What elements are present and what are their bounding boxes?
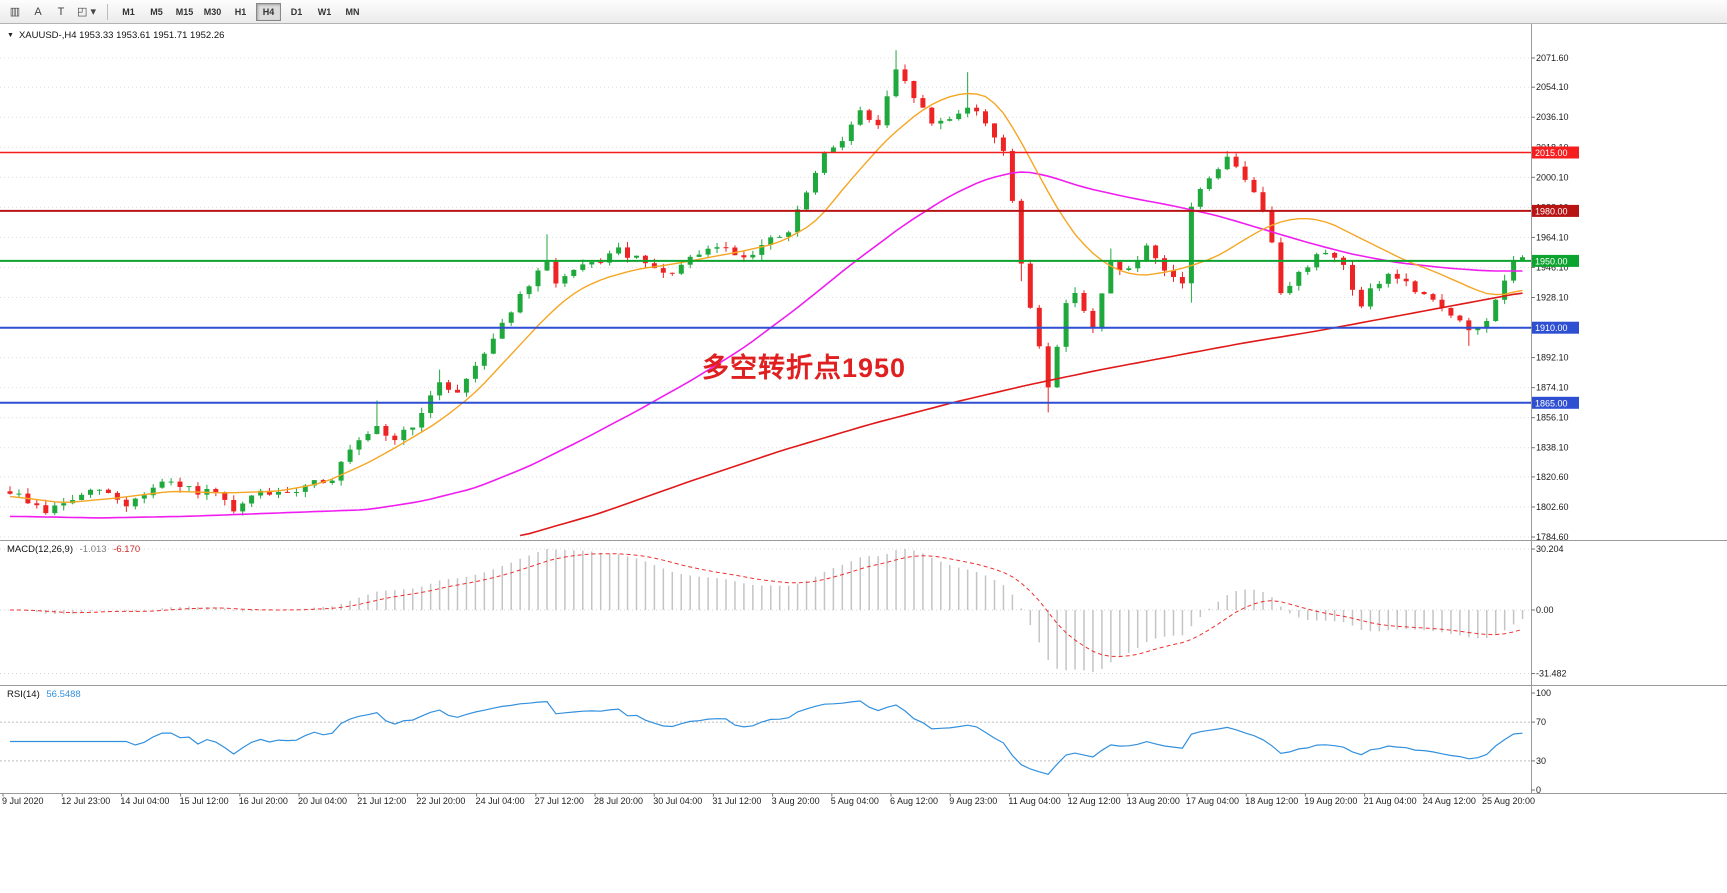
- price-axis-label: 2054.10: [1536, 82, 1569, 92]
- price-axis-label: 1874.10: [1536, 383, 1569, 393]
- chart-window-icon[interactable]: ▥: [9, 6, 21, 18]
- timeframe-m15-button[interactable]: M15: [175, 6, 194, 17]
- toolbar: ▥ A T ◰ ▾ M1 M5 M15 M30 H1 H4 D1 W1 MN: [0, 0, 1727, 24]
- time-axis-label: 5 Aug 04:00: [831, 796, 879, 806]
- price-axis-label: 1892.10: [1536, 353, 1569, 363]
- price-tag-1950.00: [1532, 254, 1579, 267]
- price-axis-label: 1946.10: [1536, 262, 1569, 272]
- toolbar-tools: ▥ A T ◰ ▾: [4, 2, 100, 21]
- price-axis-label: 1856.10: [1536, 413, 1569, 423]
- rsi-line: [10, 700, 1523, 775]
- time-axis-label: 25 Aug 20:00: [1482, 796, 1535, 806]
- time-axis-label: 27 Jul 12:00: [535, 796, 584, 806]
- timeframe-m5-button[interactable]: M5: [150, 6, 163, 17]
- time-axis-label: 20 Jul 04:00: [298, 796, 347, 806]
- time-axis-label: 31 Jul 12:00: [712, 796, 761, 806]
- time-axis-label: 19 Aug 20:00: [1304, 796, 1357, 806]
- macd-signal-line: [10, 553, 1523, 658]
- timeframe-m1-button[interactable]: M1: [122, 6, 135, 17]
- price-tag-label: 1865.00: [1535, 398, 1568, 408]
- timeframe-m30-button[interactable]: M30: [203, 6, 222, 17]
- time-axis-label: 11 Aug 04:00: [1008, 796, 1060, 806]
- rsi-axis-label: 70: [1536, 717, 1546, 727]
- price-axis-label: 1820.60: [1536, 472, 1569, 482]
- time-axis-label: 9 Jul 2020: [2, 796, 44, 806]
- time-axis-label: 16 Jul 20:00: [239, 796, 288, 806]
- price-tag-1910.00: [1532, 321, 1579, 334]
- ma-mid-line: [9, 171, 1523, 519]
- price-axis-label: 1802.60: [1536, 502, 1569, 512]
- price-tag-label: 2015.00: [1535, 148, 1568, 158]
- ma-fast-line: [9, 92, 1523, 504]
- rsi-axis-label: 0: [1536, 785, 1541, 795]
- candlestick-series: [7, 50, 1525, 516]
- time-axis-label: 24 Aug 12:00: [1423, 796, 1476, 806]
- price-axis-label: 1784.60: [1536, 532, 1569, 542]
- price-tag-1865.00: [1532, 396, 1579, 409]
- drawing-tools-button[interactable]: ◰ ▾: [77, 6, 96, 18]
- price-axis-label: 1928.10: [1536, 293, 1569, 303]
- time-axis-label: 9 Aug 23:00: [949, 796, 997, 806]
- macd-histogram: [27, 549, 1524, 672]
- price-axis-label: 2036.10: [1536, 112, 1569, 122]
- price-tag-label: 1980.00: [1535, 206, 1568, 216]
- price-tag-label: 1950.00: [1535, 256, 1568, 266]
- time-axis-label: 28 Jul 20:00: [594, 796, 643, 806]
- price-tag-2015.00: [1532, 146, 1579, 159]
- timeframe-switcher: M1 M5 M15 M30 H1 H4 D1 W1 MN: [115, 2, 366, 21]
- time-axis-label: 21 Aug 04:00: [1364, 796, 1417, 806]
- timeframe-h4-button[interactable]: H4: [255, 2, 281, 21]
- time-axis-label: 14 Jul 04:00: [120, 796, 169, 806]
- macd-axis-label: -31.482: [1536, 669, 1567, 679]
- time-axis-label: 13 Aug 20:00: [1127, 796, 1180, 806]
- time-axis-label: 21 Jul 12:00: [357, 796, 406, 806]
- ma-slow-line: [519, 292, 1523, 537]
- price-tag-label: 1910.00: [1535, 323, 1568, 333]
- text-tool-button[interactable]: T: [57, 5, 65, 18]
- timeframe-d1-button[interactable]: D1: [290, 6, 303, 17]
- macd-axis-label: 0.00: [1536, 605, 1554, 615]
- macd-axis-label: 30.204: [1536, 544, 1564, 554]
- rsi-axis-label: 30: [1536, 756, 1546, 766]
- timeframe-mn-button[interactable]: MN: [345, 6, 360, 17]
- time-axis-label: 3 Aug 20:00: [772, 796, 820, 806]
- time-axis-label: 22 Jul 20:00: [416, 796, 465, 806]
- price-axis-label: 1838.10: [1536, 443, 1569, 453]
- font-tool-button[interactable]: A: [34, 5, 42, 18]
- price-axis-label: 2000.10: [1536, 172, 1569, 182]
- price-axis-label: 2071.60: [1536, 53, 1569, 63]
- time-axis-label: 12 Aug 12:00: [1068, 796, 1121, 806]
- price-tag-1980.00: [1532, 204, 1579, 217]
- time-axis-label: 6 Aug 12:00: [890, 796, 938, 806]
- time-axis-label: 24 Jul 04:00: [476, 796, 525, 806]
- timeframe-w1-button[interactable]: W1: [317, 6, 332, 17]
- time-axis-label: 18 Aug 12:00: [1245, 796, 1298, 806]
- toolbar-separator: [106, 3, 108, 20]
- time-axis-label: 15 Jul 12:00: [180, 796, 229, 806]
- time-axis-label: 30 Jul 04:00: [653, 796, 702, 806]
- timeframe-h1-button[interactable]: H1: [234, 6, 247, 17]
- time-axis-label: 17 Aug 04:00: [1186, 796, 1239, 806]
- rsi-axis-label: 100: [1536, 688, 1551, 698]
- price-gridlines: [0, 57, 1531, 538]
- price-axis-label: 1964.10: [1536, 232, 1569, 242]
- time-axis-label: 12 Jul 23:00: [61, 796, 110, 806]
